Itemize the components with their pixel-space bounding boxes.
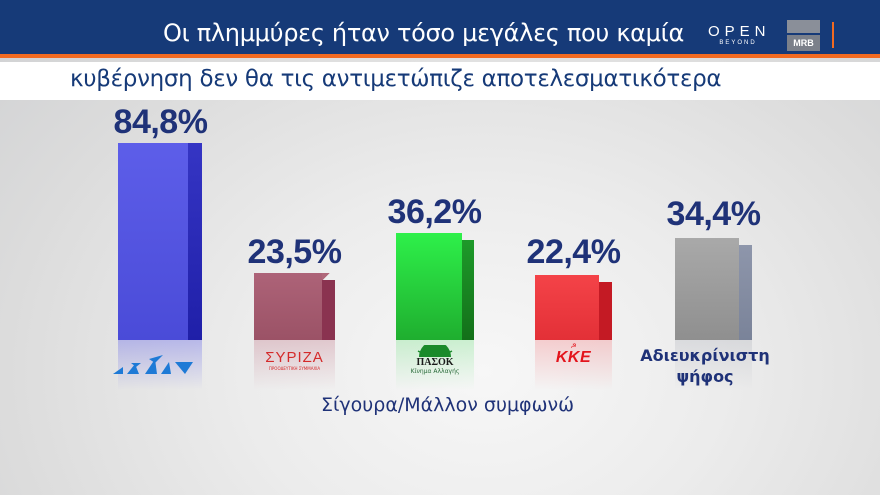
x-axis-label: Σίγουρα/Μάλλον συμφωνώ [320,394,575,416]
bar-nd-side [188,143,202,340]
hammer-sickle-icon: ☭ [570,342,577,350]
value-label-kke: 22,4% [526,233,621,271]
value-label-pasok: 36,2% [387,193,482,231]
bar-kke-reflection [535,340,612,390]
bar-pasok [396,233,462,340]
bar-nd [118,143,188,340]
pasok-logo-text: ΠΑΣΟΚ [416,357,454,368]
pasok-logo-subtext: Κίνημα Αλλαγής [410,368,460,375]
bar-kke-side [599,282,612,340]
pasok-sun-icon [417,345,453,357]
undecided-label: Αδιευκρίνιστη ψήφος [630,345,780,387]
bar-pasok-side [462,240,474,340]
nd-logo [105,349,205,377]
bar-syriza-side [322,280,335,340]
pasok-logo: ΠΑΣΟΚ Κίνημα Αλλαγής [392,345,478,375]
bar-undecided [675,238,739,340]
open-beyond-logo: OPEN BEYOND [708,24,768,52]
mrb-logo: MRB [787,20,820,51]
beyond-logo-text: BEYOND [719,40,757,46]
syriza-logo: ΣΥΡΙΖΑ ΠΡΟΟΔΕΥΤΙΚΗ ΣΥΜΜΑΧΙΑ [252,349,337,372]
bar-kke [535,275,599,340]
value-label-undecided: 34,4% [666,195,761,233]
undecided-label-line1: Αδιευκρίνιστη [640,346,770,365]
value-label-nd: 84,8% [113,103,208,141]
header-divider [832,22,834,48]
chart-title-line1: Οι πλημμύρες ήταν τόσο μεγάλες που καμία [162,19,684,47]
mrb-logo-text: MRB [787,35,820,51]
header-bar: Οι πλημμύρες ήταν τόσο μεγάλες που καμία… [0,0,880,58]
kke-logo: ☭ ΚΚΕ [535,342,612,366]
syriza-logo-subtext: ΠΡΟΟΔΕΥΤΙΚΗ ΣΥΜΜΑΧΙΑ [268,366,321,371]
bar-undecided-side [739,245,752,340]
syriza-logo-text: ΣΥΡΙΖΑ [265,349,324,366]
subtitle-bar: κυβέρνηση δεν θα τις αντιμετώπιζε αποτελ… [0,62,880,100]
undecided-label-line2: ψήφος [676,367,734,386]
bar-syriza [254,273,322,340]
kke-logo-text: ΚΚΕ [555,349,592,366]
open-logo-text: OPEN [708,23,771,40]
bar-syriza-reflection [254,340,335,390]
bar-undecided-reflection [675,340,752,390]
chart-title-line2: κυβέρνηση δεν θα τις αντιμετώπιζε αποτελ… [70,66,722,92]
nd-logo-icon [113,355,193,374]
value-label-syriza: 23,5% [247,233,342,271]
